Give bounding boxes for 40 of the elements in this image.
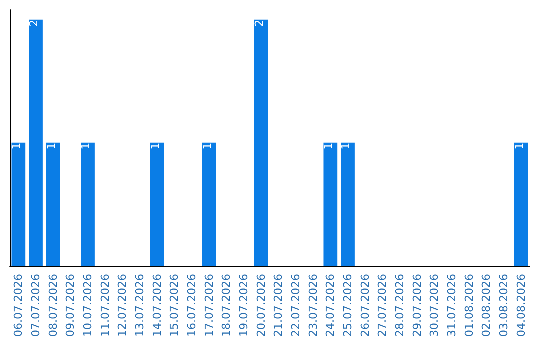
- x-tick-label: 02.08.2026: [480, 274, 494, 338]
- x-tick-label: 14.07.2026: [150, 274, 164, 338]
- x-tick-label: 28.07.2026: [394, 274, 406, 338]
- x-tick-label: 01.08.2026: [462, 274, 476, 338]
- x-tick-label: 27.07.2026: [376, 274, 390, 338]
- x-tick-label: 22.07.2026: [290, 274, 302, 338]
- x-tick-label: 24.07.2026: [324, 274, 338, 338]
- x-tick-label: 03.08.2026: [498, 274, 510, 338]
- x-tick-label: 19.07.2026: [238, 274, 250, 338]
- x-tick-label: 26.07.2026: [358, 274, 372, 338]
- data-label: 2: [252, 20, 266, 27]
- x-tick-label: 04.08.2026: [514, 274, 528, 338]
- data-label: 2: [28, 20, 40, 27]
- x-tick-label: 07.07.2026: [30, 274, 42, 338]
- x-tick-label: 16.07.2026: [186, 274, 198, 338]
- x-tick-label: 17.07.2026: [202, 274, 216, 338]
- data-label: 1: [10, 142, 24, 150]
- x-tick-label: 18.07.2026: [220, 274, 234, 338]
- x-tick-label: 08.07.2026: [46, 274, 60, 338]
- x-tick-label: 21.07.2026: [272, 274, 286, 338]
- x-tick-label: 20.07.2026: [254, 274, 268, 338]
- data-label: 1: [44, 142, 58, 150]
- x-tick-label: 30.07.2026: [428, 274, 442, 338]
- data-label: 1: [322, 142, 336, 150]
- data-label: 1: [340, 142, 352, 150]
- x-tick-label: 06.07.2026: [12, 274, 26, 338]
- data-label: 1: [80, 142, 92, 150]
- x-tick-label: 31.07.2026: [446, 274, 458, 338]
- data-label: 1: [148, 142, 162, 150]
- x-tick-label: 29.07.2026: [410, 274, 424, 338]
- x-tick-label: 10.07.2026: [82, 274, 94, 338]
- x-tick-label: 23.07.2026: [306, 274, 320, 338]
- x-tick-label: 12.07.2026: [116, 274, 130, 338]
- data-label: 1: [512, 142, 526, 150]
- x-tick-label: 09.07.2026: [64, 274, 78, 338]
- x-tick-label: 11.07.2026: [98, 274, 112, 338]
- x-tick-label: 25.07.2026: [342, 274, 354, 338]
- x-tick-label: 13.07.2026: [134, 274, 146, 338]
- data-label: 1: [200, 142, 214, 150]
- x-tick-label: 15.07.2026: [168, 274, 182, 338]
